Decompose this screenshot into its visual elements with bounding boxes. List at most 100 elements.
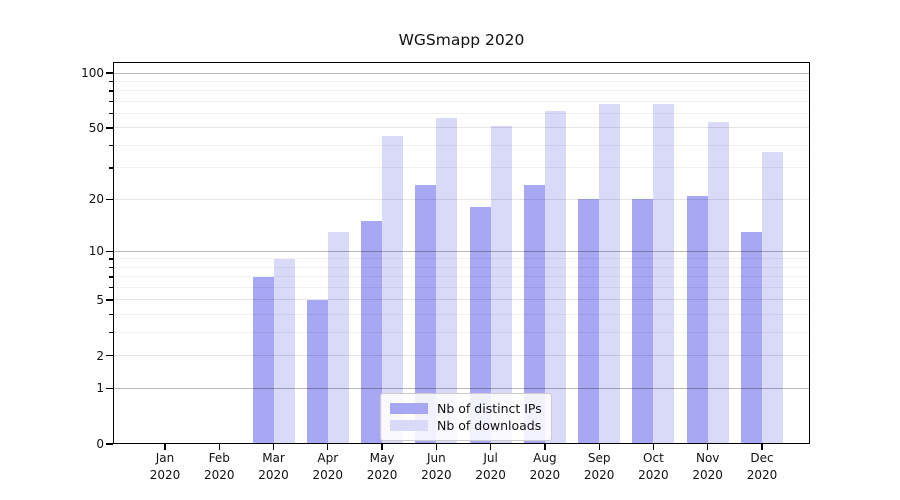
- bar-distinct-ips: [686, 195, 708, 443]
- legend-swatch-downloads: [390, 420, 428, 431]
- x-tick-mark-feb: [218, 444, 220, 450]
- x-tick-month: May: [369, 451, 395, 465]
- x-axis-tick-label: Mar 2020: [246, 450, 302, 483]
- bar-distinct-ips: [306, 299, 328, 443]
- x-tick-month: Jul: [483, 451, 498, 465]
- y-axis-tick-label: 100: [81, 66, 104, 80]
- x-axis-tick-label: May 2020: [354, 450, 410, 483]
- y-axis-tick-label: 1: [96, 381, 104, 396]
- y-minor-tick-mark-60: [109, 113, 113, 115]
- y-minor-tick-mark-70: [109, 100, 113, 103]
- bar-distinct-ips: [469, 207, 491, 443]
- x-tick-month: Oct: [643, 451, 664, 465]
- bar-downloads: [382, 136, 404, 443]
- x-tick-month: Aug: [533, 451, 557, 465]
- minor-gridline-y-6: [114, 287, 809, 289]
- y-tick-mark-50: [106, 127, 113, 129]
- bar-distinct-ips: [361, 221, 383, 443]
- x-tick-month: Mar: [262, 451, 285, 465]
- y-minor-tick-mark-7: [109, 276, 113, 278]
- x-tick-year: 2020: [149, 467, 181, 482]
- bar-distinct-ips: [740, 231, 762, 443]
- y-axis-tick-label: 20: [88, 192, 104, 207]
- x-tick-month: Apr: [317, 451, 339, 465]
- x-axis-tick-label: Dec 2020: [734, 450, 790, 483]
- bar-downloads: [707, 121, 729, 443]
- y-tick-mark-0: [106, 443, 113, 445]
- bar-downloads: [327, 231, 349, 443]
- minor-gridline-y-9: [114, 258, 809, 260]
- y-minor-tick-mark-4: [109, 314, 113, 316]
- y-tick-mark-10: [106, 250, 113, 252]
- x-tick-mark-may: [381, 444, 383, 450]
- bar-distinct-ips: [523, 185, 545, 443]
- y-axis-tick-label: 0: [96, 437, 104, 451]
- minor-gridline-y-70: [114, 100, 809, 102]
- x-tick-mark-nov: [707, 444, 709, 450]
- minor-gridline-y-80: [114, 90, 809, 92]
- x-tick-mark-jan: [164, 444, 166, 450]
- gridline-y-100: [114, 72, 809, 74]
- gridline-y-1: [114, 387, 809, 389]
- x-tick-year: 2020: [366, 467, 398, 482]
- y-axis-tick-label: 2: [96, 348, 104, 363]
- chart-title: WGSmapp 2020: [398, 31, 525, 49]
- bar-downloads: [653, 103, 675, 443]
- y-minor-tick-mark-40: [109, 144, 113, 147]
- x-tick-year: 2020: [583, 467, 615, 482]
- y-axis-tick-label: 10: [88, 244, 104, 259]
- y-tick-mark-100: [106, 72, 113, 74]
- x-tick-year: 2020: [638, 467, 669, 482]
- y-tick-mark-1: [106, 387, 113, 389]
- x-tick-month: Sep: [587, 451, 611, 465]
- x-tick-year: 2020: [258, 467, 289, 482]
- y-minor-tick-mark-90: [109, 80, 113, 83]
- legend-label-downloads: Nb of downloads: [437, 418, 542, 433]
- y-minor-tick-mark-3: [109, 332, 113, 334]
- bar-distinct-ips: [578, 199, 600, 443]
- y-minor-tick-mark-9: [109, 258, 113, 260]
- gridline-y-20: [114, 198, 809, 200]
- x-axis-tick-label: Feb 2020: [191, 450, 247, 483]
- y-tick-mark-20: [106, 198, 113, 200]
- gridline-y-2: [114, 355, 809, 357]
- legend-label-distinct-ips: Nb of distinct IPs: [437, 401, 542, 416]
- x-axis-tick-label: Jan 2020: [137, 450, 193, 483]
- minor-gridline-y-7: [114, 276, 809, 278]
- x-tick-mark-jun: [435, 444, 437, 450]
- x-tick-month: Jan: [155, 451, 175, 465]
- y-axis-tick-label: 5: [96, 292, 104, 307]
- gridline-y-5: [114, 299, 809, 301]
- x-tick-mark-jul: [489, 444, 492, 450]
- minor-gridline-y-40: [114, 144, 809, 146]
- x-tick-mark-dec: [761, 444, 763, 450]
- y-minor-tick-mark-30: [109, 167, 113, 169]
- minor-gridline-y-60: [114, 113, 809, 115]
- bar-distinct-ips: [252, 276, 274, 443]
- bar-distinct-ips: [415, 185, 437, 443]
- legend: Nb of distinct IPs Nb of downloads: [380, 393, 552, 441]
- y-tick-mark-5: [106, 299, 113, 301]
- x-tick-year: 2020: [746, 467, 778, 482]
- bar-downloads: [544, 110, 566, 443]
- bar-downloads: [761, 151, 783, 443]
- x-tick-mark-apr: [327, 444, 329, 450]
- x-tick-month: Feb: [208, 451, 230, 465]
- bar-downloads: [273, 258, 295, 443]
- x-tick-month: Jun: [426, 451, 446, 465]
- bar-downloads: [436, 117, 458, 443]
- minor-gridline-y-8: [114, 266, 809, 268]
- y-axis-tick-label: 50: [88, 120, 104, 135]
- bar-downloads: [490, 126, 512, 443]
- x-axis-tick-label: Jun 2020: [408, 450, 464, 483]
- bar-distinct-ips: [632, 199, 654, 443]
- x-tick-mark-oct: [652, 444, 655, 450]
- x-tick-month: Nov: [695, 451, 720, 465]
- x-axis-tick-label: Sep 2020: [571, 450, 627, 483]
- x-tick-mark-aug: [544, 444, 546, 450]
- x-tick-mark-sep: [598, 444, 600, 450]
- x-tick-year: 2020: [312, 467, 344, 482]
- x-tick-year: 2020: [475, 467, 506, 482]
- y-minor-tick-mark-80: [109, 90, 113, 92]
